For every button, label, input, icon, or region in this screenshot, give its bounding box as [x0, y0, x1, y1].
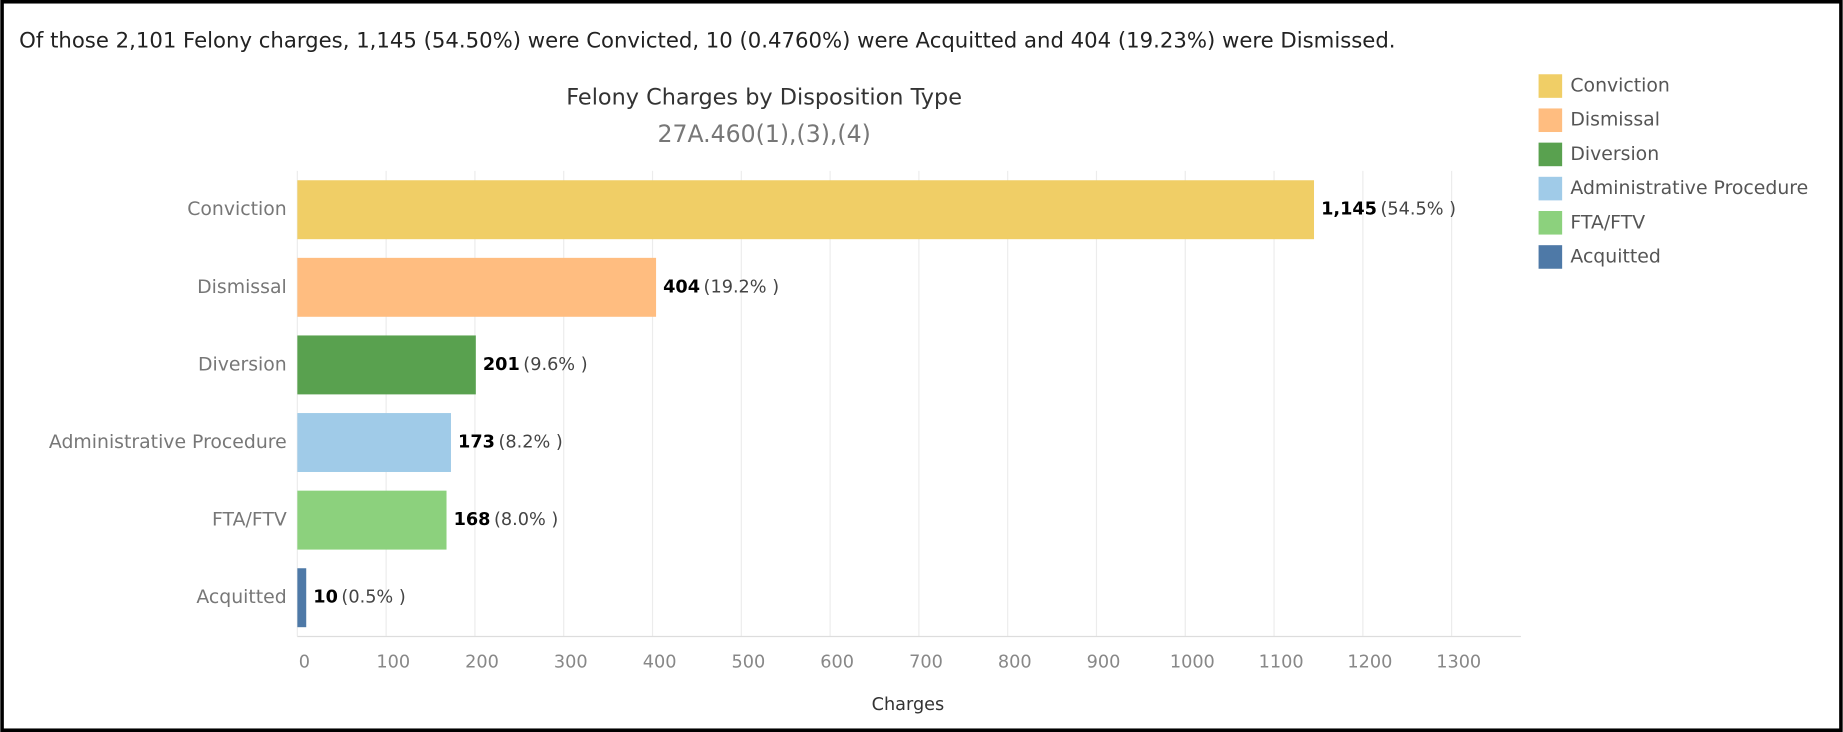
legend-label: Conviction: [1570, 76, 1669, 97]
value-label: 168: [454, 510, 491, 530]
legend-swatch: [1538, 245, 1563, 269]
x-tick-label: 400: [643, 652, 677, 672]
value-label: 1,145: [1321, 200, 1377, 220]
legend-swatch: [1538, 142, 1563, 167]
share-label: (54.5% ): [1381, 200, 1457, 220]
legend-swatch: [1538, 176, 1563, 201]
y-tick-label: Acquitted: [196, 587, 286, 608]
x-axis-label: Charges: [872, 695, 945, 715]
share-label: (8.2% ): [498, 433, 562, 453]
x-tick-label: 0: [299, 652, 310, 672]
legend-label: Dismissal: [1570, 110, 1660, 131]
chart-subtitle: 27A.460(1),(3),(4): [658, 120, 871, 148]
x-tick-label: 1000: [1170, 652, 1215, 672]
x-tick-label: 1100: [1259, 652, 1304, 672]
share-label: (8.0% ): [494, 510, 558, 530]
bar: [297, 413, 451, 472]
bar: [297, 490, 447, 550]
value-label: 173: [458, 433, 495, 453]
share-label: (0.5% ): [341, 588, 405, 608]
legend-label: Acquitted: [1570, 246, 1660, 267]
x-tick-label: 700: [909, 652, 943, 672]
y-tick-label: Administrative Procedure: [49, 432, 287, 453]
data-label: 404 (19.2% ): [663, 277, 779, 297]
share-label: (9.6% ): [523, 355, 587, 375]
x-tick-label: 900: [1087, 652, 1121, 672]
legend-swatch: [1538, 210, 1563, 235]
y-tick-label: Conviction: [187, 199, 286, 220]
x-tick-label: 800: [998, 652, 1032, 672]
value-label: 10: [313, 588, 338, 608]
share-label: (19.2% ): [704, 277, 780, 297]
legend-label: Administrative Procedure: [1570, 178, 1808, 199]
x-tick-label: 1200: [1347, 652, 1392, 672]
bar: [297, 180, 1315, 240]
bar: [297, 257, 657, 317]
x-tick-label: 1300: [1436, 652, 1481, 672]
data-label: 201 (9.6% ): [483, 355, 588, 375]
data-label: 173 (8.2% ): [458, 433, 563, 453]
chart-title: Felony Charges by Disposition Type: [566, 84, 962, 110]
data-label: 10 (0.5% ): [313, 588, 405, 608]
data-label: 168 (8.0% ): [454, 510, 559, 530]
x-tick-label: 200: [465, 652, 499, 672]
x-tick-label: 500: [732, 652, 766, 672]
legend-swatch: [1538, 108, 1563, 133]
bar: [297, 568, 307, 628]
legend-label: Diversion: [1570, 144, 1659, 165]
value-label: 404: [663, 277, 700, 297]
value-label: 201: [483, 355, 520, 375]
x-tick-label: 300: [554, 652, 588, 672]
x-tick-label: 100: [376, 652, 410, 672]
y-tick-label: Diversion: [198, 354, 287, 375]
legend-label: FTA/FTV: [1570, 212, 1645, 233]
x-tick-label: 600: [820, 652, 854, 672]
headline: Of those 2,101 Felony charges, 1,145 (54…: [19, 28, 1395, 53]
bar: [297, 335, 476, 395]
y-tick-label: FTA/FTV: [212, 510, 287, 531]
data-label: 1,145 (54.5% ): [1321, 200, 1456, 220]
y-tick-label: Dismissal: [197, 277, 287, 298]
legend-swatch: [1538, 74, 1563, 98]
